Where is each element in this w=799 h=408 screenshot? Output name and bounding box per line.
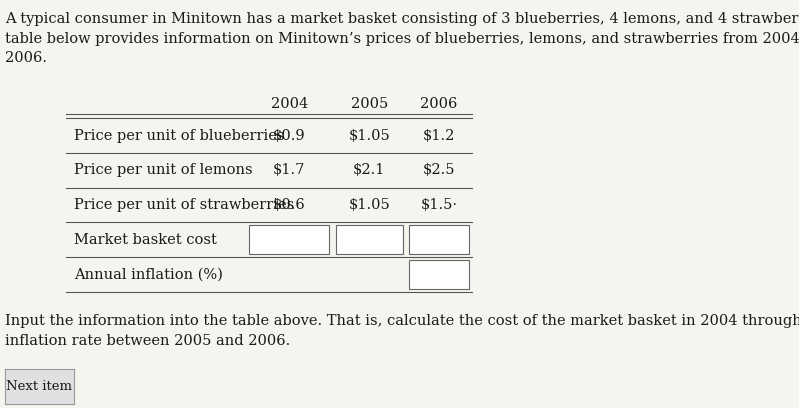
Text: $0.6: $0.6 [273,198,306,212]
FancyBboxPatch shape [409,260,469,289]
Text: 2006: 2006 [420,97,458,111]
FancyBboxPatch shape [409,225,469,254]
Text: A typical consumer in Minitown has a market basket consisting of 3 blueberries, : A typical consumer in Minitown has a mar… [5,12,799,65]
Text: Price per unit of strawberries: Price per unit of strawberries [74,198,294,212]
Text: Price per unit of lemons: Price per unit of lemons [74,163,252,177]
Text: Price per unit of blueberries: Price per unit of blueberries [74,129,284,143]
Text: Market basket cost: Market basket cost [74,233,217,247]
Text: 2005: 2005 [351,97,388,111]
Text: $1.05: $1.05 [348,129,390,143]
Text: Annual inflation (%): Annual inflation (%) [74,267,222,282]
FancyBboxPatch shape [336,225,403,254]
Text: $2.1: $2.1 [353,163,385,177]
Text: $0.9: $0.9 [273,129,306,143]
Text: $1.2: $1.2 [423,129,455,143]
Text: $1.05: $1.05 [348,198,390,212]
Text: 2004: 2004 [271,97,308,111]
Text: Input the information into the table above. That is, calculate the cost of the m: Input the information into the table abo… [5,314,799,348]
Text: $1.7: $1.7 [273,163,305,177]
Text: $1.5·: $1.5· [420,198,458,212]
Text: $2.5: $2.5 [423,163,455,177]
FancyBboxPatch shape [249,225,329,254]
